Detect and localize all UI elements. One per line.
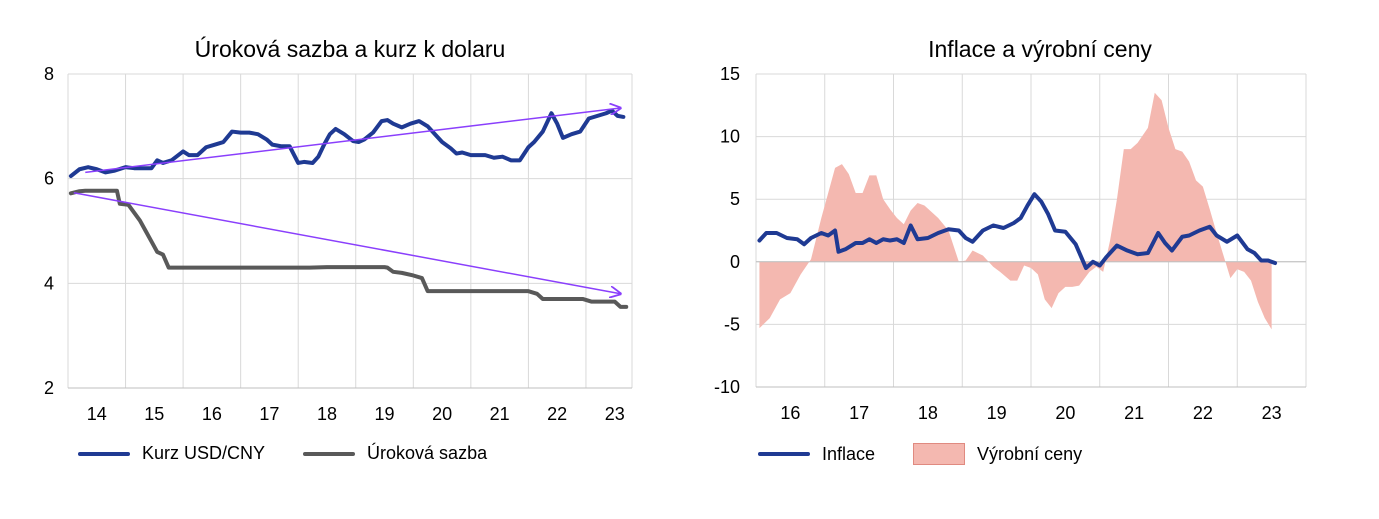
trend-arrow-0 — [85, 108, 620, 174]
x-tick-label: 19 — [375, 404, 395, 424]
x-tick-label: 19 — [987, 403, 1007, 423]
legend-swatch-sazba — [303, 451, 356, 456]
y-tick-label: 2 — [44, 378, 54, 398]
series-line-1 — [68, 188, 629, 309]
x-tick-label: 23 — [605, 404, 625, 424]
chart-panel-inflation-producer: Inflace a výrobní ceny 15 10 5 0 -5 -10 16 17 18… — [690, 0, 1379, 519]
legend-item-kurz: Kurz USD/CNY — [78, 443, 265, 464]
legend-item-sazba: Úroková sazba — [303, 443, 487, 464]
chart-title: Úroková sazba a kurz k dolaru — [194, 36, 506, 62]
y-tick-label: 15 — [720, 64, 740, 84]
chart-inflation-producer-svg: 15 10 5 0 -5 -10 16 17 18 19 20 21 22 23 — [714, 64, 1307, 423]
x-tick-label: 16 — [780, 403, 800, 423]
legend-label-kurz: Kurz USD/CNY — [142, 443, 266, 463]
y-tick-label: 5 — [730, 189, 740, 209]
legend-label-sazba: Úroková sazba — [367, 443, 488, 463]
legend-label-vyrobni: Výrobní ceny — [977, 443, 1083, 464]
legend-swatch-kurz — [78, 451, 130, 456]
y-tick-label: 10 — [720, 127, 740, 147]
legend: Kurz USD/CNY Úroková sazba — [78, 443, 513, 464]
y-tick-label: 6 — [44, 169, 54, 189]
x-tick-label: 16 — [202, 404, 222, 424]
legend-label-inflace: Inflace — [822, 443, 876, 464]
legend-item-inflace: Inflace — [758, 444, 875, 465]
x-tick-label: 23 — [1262, 403, 1282, 423]
legend-item-vyrobni: Výrobní ceny — [913, 443, 1082, 465]
y-tick-label: 0 — [730, 252, 740, 272]
y-tick-label: -5 — [724, 314, 740, 334]
x-tick-label: 18 — [317, 404, 337, 424]
x-tick-label: 15 — [144, 404, 164, 424]
y-tick-label: 8 — [44, 64, 54, 84]
legend: Inflace Výrobní ceny — [758, 443, 1108, 465]
y-tick-label: -10 — [714, 377, 740, 397]
series-line-0 — [68, 108, 626, 179]
chart-interest-exchange-svg: 2 4 6 8 14 15 16 17 18 19 20 21 22 23 — [44, 64, 633, 424]
legend-swatch-vyrobni — [913, 443, 966, 465]
series-area-vyrobni-ceny — [759, 92, 1272, 330]
x-tick-label: 21 — [490, 404, 510, 424]
chart-panel-interest-exchange: Úroková sazba a kurz k dolaru 2 4 6 8 14 15 16… — [0, 0, 660, 519]
chart-title: Inflace a výrobní ceny — [928, 36, 1152, 62]
x-tick-label: 22 — [1193, 403, 1213, 423]
trend-arrow-1 — [73, 192, 621, 294]
x-tick-label: 17 — [849, 403, 869, 423]
x-tick-label: 18 — [918, 403, 938, 423]
x-tick-label: 20 — [432, 404, 452, 424]
x-tick-label: 14 — [87, 404, 107, 424]
x-tick-label: 22 — [547, 404, 567, 424]
y-tick-label: 4 — [44, 273, 54, 293]
series-line-inflace — [757, 192, 1278, 271]
legend-swatch-inflace — [758, 452, 810, 456]
x-tick-label: 17 — [259, 404, 279, 424]
x-tick-label: 21 — [1124, 403, 1144, 423]
x-tick-label: 20 — [1055, 403, 1075, 423]
